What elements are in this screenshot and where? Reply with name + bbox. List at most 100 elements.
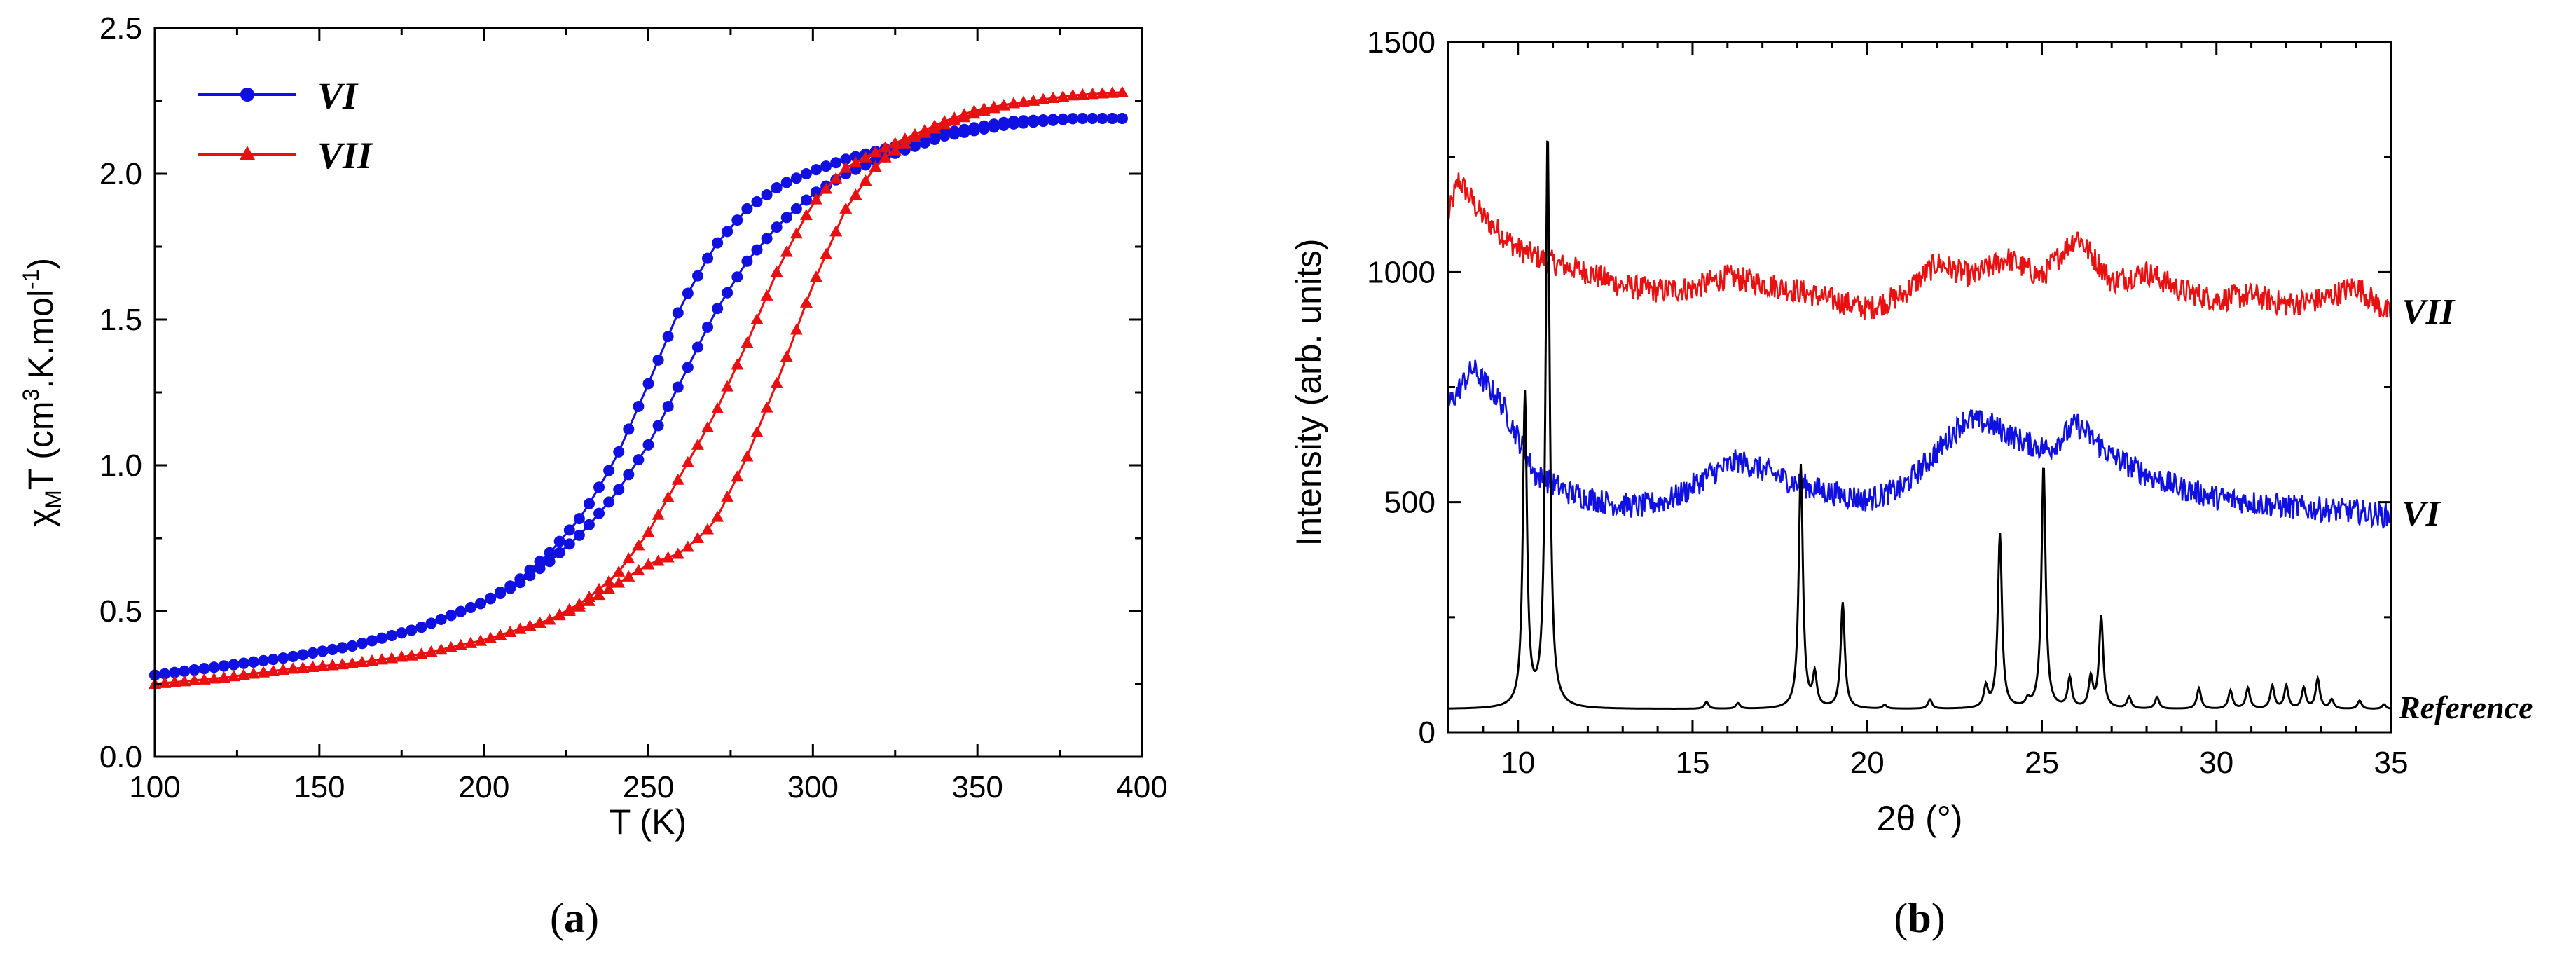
panel-a-ticks: 100 150 200 250 300 350 400 0.0 0.5 1.0 1.5 2.0 2.5	[99, 11, 1168, 804]
data-point-vii	[622, 570, 635, 582]
panel-a: 100 150 200 250 300 350 4000.00.51.01.52.02.5 …	[18, 11, 1168, 941]
panel-a-plot-frame	[153, 27, 1143, 758]
data-point-vii	[799, 296, 813, 308]
data-point-vii	[780, 350, 793, 362]
data-point-vi	[524, 570, 536, 582]
data-point-vi	[445, 610, 457, 622]
data-point-vii	[434, 643, 448, 655]
data-point-vii	[701, 523, 715, 535]
data-point-vi	[771, 181, 783, 193]
data-point-vii	[296, 661, 310, 673]
data-point-vii	[967, 107, 981, 119]
paren-close: )	[1931, 895, 1945, 941]
data-point-vii	[898, 137, 911, 149]
data-point-vi	[998, 119, 1010, 131]
data-point-vii	[790, 227, 803, 239]
legend-vii-marker	[240, 146, 255, 160]
data-point-vi	[563, 524, 575, 536]
data-point-vi	[949, 128, 960, 140]
data-point-vii	[1056, 90, 1070, 102]
data-point-vi	[553, 547, 565, 558]
data-point-vi	[1007, 118, 1019, 130]
data-point-vii	[602, 575, 616, 587]
panel-a-y-axis-title: χMT (cm3.K.mol-1)	[18, 258, 66, 527]
data-point-vi	[169, 666, 181, 678]
data-point-vii	[642, 526, 655, 537]
data-point-vii	[849, 156, 862, 168]
data-point-vii	[711, 402, 724, 413]
data-point-vi	[544, 556, 556, 568]
legend-vi-marker	[240, 88, 254, 102]
data-point-vii	[563, 605, 576, 616]
data-point-vi	[563, 538, 575, 550]
data-point-vi	[1096, 112, 1108, 124]
x-tick-label: 150	[294, 770, 345, 804]
data-point-vi	[603, 465, 615, 476]
x-tick-label: 10	[1501, 746, 1535, 780]
data-point-vii	[869, 160, 882, 172]
data-point-vi	[474, 598, 486, 610]
data-point-vi	[800, 194, 812, 206]
data-point-vii	[1047, 92, 1060, 104]
data-point-vii	[593, 589, 606, 601]
panel-a-x-axis-title: T (K)	[609, 802, 687, 842]
x-tick-label: 15	[1675, 746, 1709, 780]
series-vi-cooling-line	[154, 117, 1122, 676]
data-point-vi	[761, 188, 773, 200]
data-point-vii	[217, 671, 230, 683]
data-point-vi	[386, 629, 398, 641]
data-point-vii	[829, 225, 843, 237]
data-point-vi	[751, 196, 763, 207]
data-point-vi	[652, 354, 664, 366]
y-tick-label: 500	[1384, 486, 1435, 520]
data-point-vii	[671, 547, 684, 559]
data-point-vii	[1066, 89, 1080, 101]
data-point-vi	[702, 321, 714, 333]
data-point-vi	[247, 656, 259, 668]
data-point-vi	[613, 484, 625, 495]
data-point-vii	[188, 674, 201, 686]
data-point-vi	[633, 400, 645, 412]
data-point-vii	[661, 491, 675, 502]
data-point-vi	[228, 659, 240, 671]
superscript-minus1: -1	[18, 269, 43, 289]
data-point-vii	[1076, 88, 1089, 100]
data-point-vii	[227, 670, 240, 682]
data-point-vi	[455, 605, 467, 617]
panel-a-legend: VI VII	[198, 75, 373, 177]
data-point-vii	[277, 663, 290, 675]
data-point-vii	[415, 647, 428, 659]
data-point-vi	[1028, 116, 1040, 128]
data-point-vi	[761, 233, 773, 245]
data-point-vi	[642, 378, 654, 390]
data-point-vii	[918, 126, 932, 138]
data-point-vii	[820, 247, 833, 259]
data-point-vii	[444, 641, 457, 652]
paren-open: (	[550, 895, 564, 941]
data-point-vi	[237, 657, 249, 669]
data-point-vii	[958, 111, 971, 123]
data-point-vii	[829, 172, 843, 184]
data-point-vii	[207, 672, 221, 684]
data-point-vi	[722, 287, 733, 299]
data-point-vii	[711, 510, 724, 522]
series-vii-cooling-line	[154, 91, 1122, 685]
data-point-vi	[485, 593, 497, 605]
data-point-vii	[237, 668, 250, 680]
data-point-vii	[879, 151, 892, 163]
data-point-vi	[978, 123, 990, 135]
x-tick-label: 300	[787, 770, 839, 804]
data-point-vii	[760, 401, 773, 413]
x-tick-label: 250	[623, 770, 674, 804]
data-point-vii	[770, 266, 783, 277]
panel-b: 10 15 20 25 30 35 0 500 1000 1500 2θ (°) Intensit…	[1289, 25, 2533, 941]
data-point-vii	[454, 638, 467, 650]
data-point-vii	[365, 654, 378, 666]
panel-b-plot-frame	[1447, 41, 2392, 734]
data-point-vi	[406, 624, 418, 636]
panel-a-label: (a)	[550, 895, 599, 941]
data-point-vi	[919, 137, 931, 149]
data-point-vii	[1017, 95, 1030, 107]
data-point-vii	[178, 675, 191, 687]
y-tick-label: 2.5	[99, 11, 142, 46]
